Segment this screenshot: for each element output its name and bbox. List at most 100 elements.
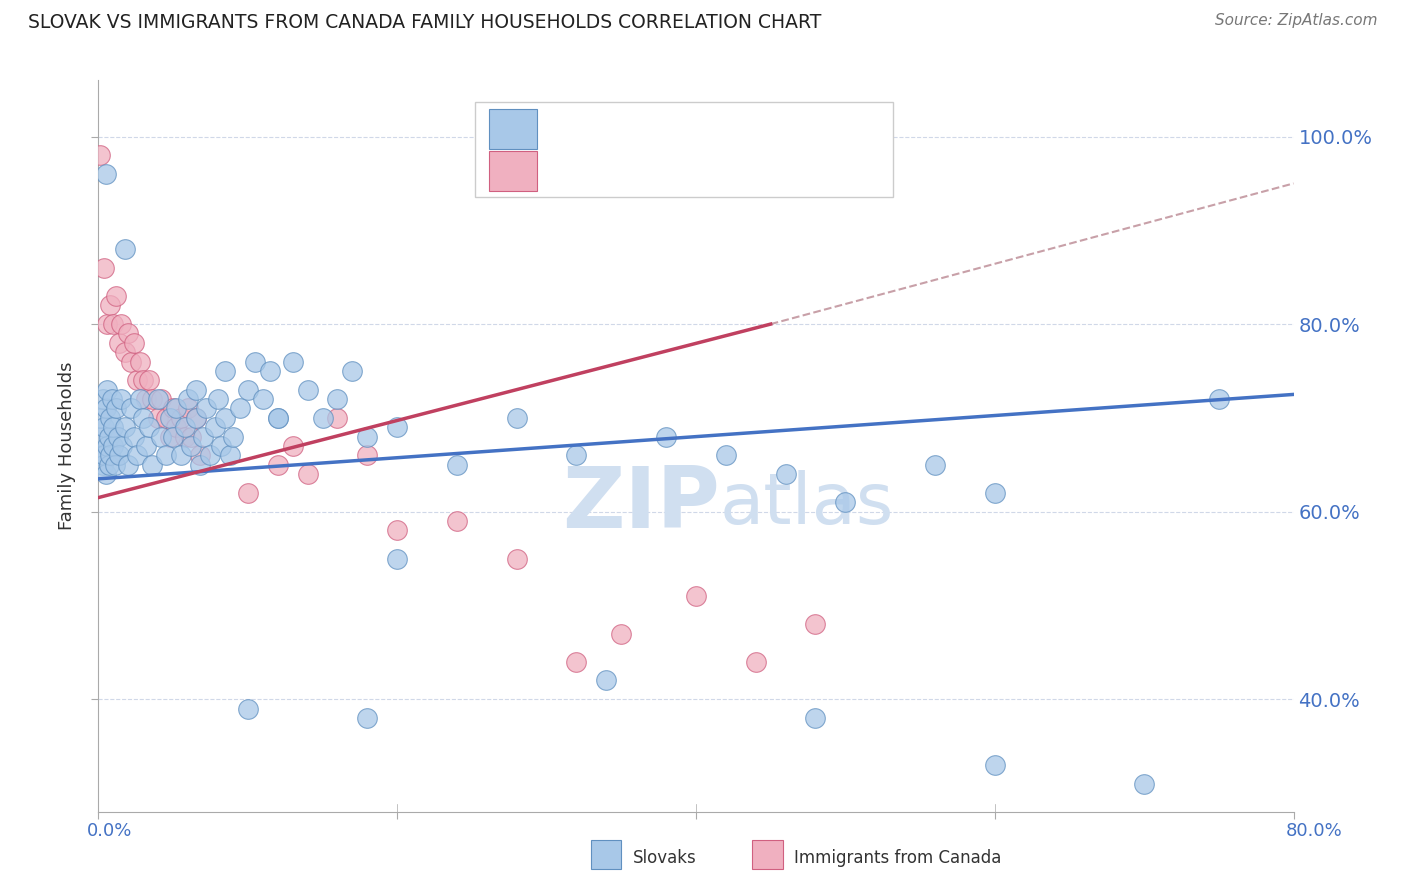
Point — [98, 410, 122, 425]
Point — [984, 757, 1007, 772]
Point — [96, 439, 118, 453]
Text: R = 0.094   N = 88: R = 0.094 N = 88 — [551, 120, 735, 138]
Point — [120, 354, 142, 368]
Point — [97, 458, 120, 472]
Text: SLOVAK VS IMMIGRANTS FROM CANADA FAMILY HOUSEHOLDS CORRELATION CHART: SLOVAK VS IMMIGRANTS FROM CANADA FAMILY … — [28, 13, 821, 32]
Point — [245, 354, 267, 368]
Point — [97, 429, 120, 443]
Point — [117, 458, 139, 472]
Point — [114, 420, 136, 434]
Point — [775, 467, 797, 482]
FancyBboxPatch shape — [489, 109, 537, 149]
Point — [108, 335, 131, 350]
Point — [135, 392, 157, 406]
Point — [356, 449, 378, 463]
Point — [129, 354, 152, 368]
Point — [94, 167, 117, 181]
Point — [165, 420, 187, 434]
Point — [356, 429, 378, 443]
Point — [104, 458, 127, 472]
Point — [103, 439, 125, 453]
Y-axis label: Family Households: Family Households — [58, 362, 76, 530]
Point — [804, 711, 827, 725]
Point — [267, 458, 290, 472]
Point — [105, 401, 128, 416]
Point — [159, 429, 181, 443]
Point — [506, 551, 529, 566]
Point — [91, 392, 114, 406]
Point — [745, 655, 768, 669]
Point — [169, 410, 191, 425]
Point — [259, 364, 281, 378]
Point — [924, 458, 946, 472]
Point — [174, 420, 197, 434]
Point — [180, 439, 202, 453]
Point — [103, 317, 125, 331]
Point — [150, 429, 173, 443]
Point — [565, 449, 588, 463]
Point — [184, 410, 207, 425]
Point — [148, 410, 170, 425]
Point — [311, 410, 333, 425]
Point — [195, 401, 218, 416]
Point — [98, 298, 122, 312]
Point — [98, 449, 122, 463]
Point — [124, 335, 146, 350]
Point — [129, 392, 152, 406]
Point — [111, 439, 134, 453]
Point — [297, 383, 319, 397]
Point — [96, 383, 118, 397]
Point — [326, 392, 349, 406]
Point — [162, 429, 184, 443]
Point — [138, 373, 160, 387]
Point — [356, 711, 378, 725]
Point — [107, 429, 129, 443]
Point — [207, 392, 229, 406]
Point — [326, 410, 349, 425]
Point — [984, 486, 1007, 500]
Point — [267, 410, 290, 425]
Point — [127, 449, 149, 463]
Point — [114, 345, 136, 359]
Point — [93, 420, 115, 434]
Point — [89, 148, 111, 162]
Point — [124, 429, 146, 443]
Text: R = 0.322   N = 44: R = 0.322 N = 44 — [551, 161, 735, 179]
Point — [595, 673, 617, 688]
Point — [155, 449, 177, 463]
Point — [120, 401, 142, 416]
Point — [191, 429, 214, 443]
Point — [219, 449, 242, 463]
Point — [297, 467, 319, 482]
Point — [184, 383, 207, 397]
Point — [565, 655, 588, 669]
Point — [214, 364, 236, 378]
Point — [108, 449, 131, 463]
Point — [1133, 776, 1156, 790]
Point — [236, 383, 259, 397]
Point — [91, 458, 114, 472]
Point — [685, 589, 707, 603]
Point — [150, 392, 173, 406]
Point — [159, 410, 181, 425]
Text: Source: ZipAtlas.com: Source: ZipAtlas.com — [1215, 13, 1378, 29]
Point — [132, 410, 155, 425]
Point — [446, 514, 468, 528]
Point — [148, 392, 170, 406]
Point — [94, 467, 117, 482]
Point — [655, 429, 678, 443]
Point — [204, 420, 226, 434]
Point — [110, 317, 132, 331]
Text: 80.0%: 80.0% — [1286, 822, 1343, 840]
Point — [162, 401, 184, 416]
Point — [222, 429, 245, 443]
Point — [188, 458, 211, 472]
Point — [804, 617, 827, 632]
Point — [714, 449, 737, 463]
Point — [200, 449, 222, 463]
FancyBboxPatch shape — [475, 103, 893, 197]
Point — [93, 449, 115, 463]
Point — [209, 439, 232, 453]
Point — [132, 373, 155, 387]
Point — [155, 410, 177, 425]
